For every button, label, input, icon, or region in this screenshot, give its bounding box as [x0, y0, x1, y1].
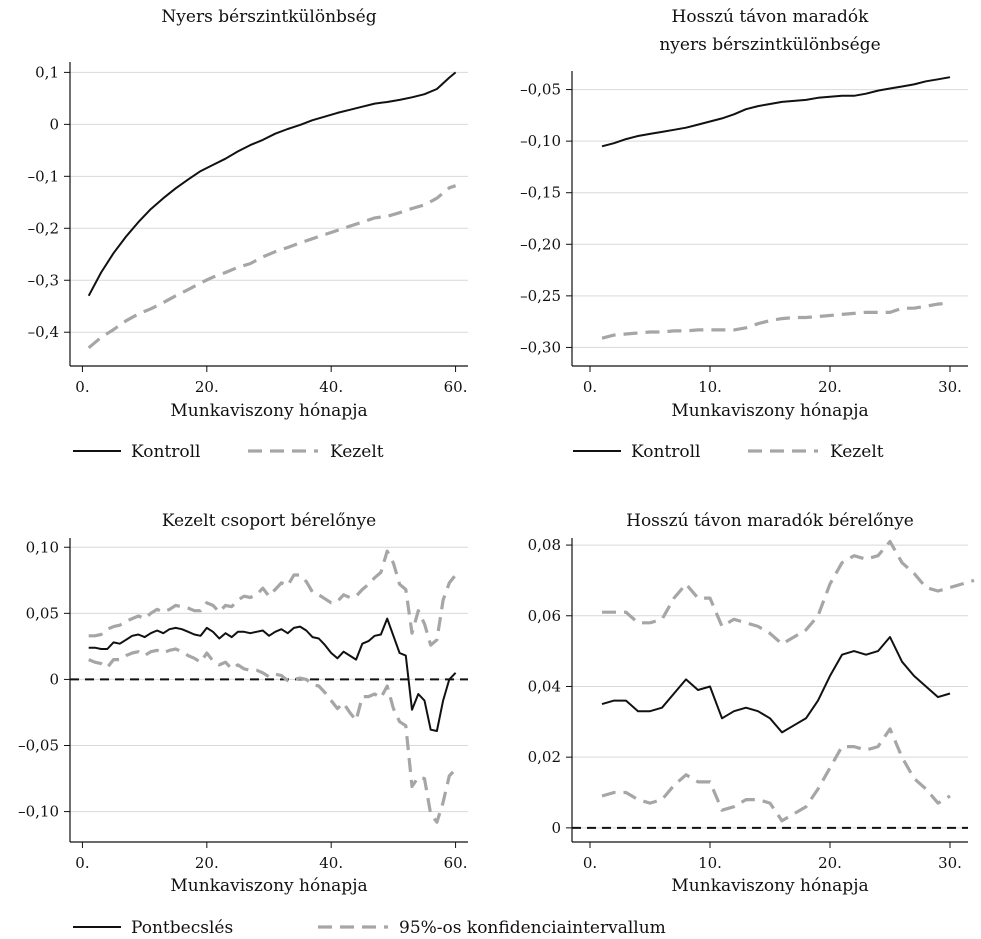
chart-treated-wage-premium: Kezelt csoport bérelőnye 0,10 0,05 0 –0,05 –0… [18, 511, 468, 896]
legend-top-right: Kontroll Kezelt [573, 442, 884, 462]
x-axis-label: Munkaviszony hónapja [170, 876, 367, 896]
chart-stayers-raw-wage-gap: Hosszú távon maradók nyers bérszintkülönb… [520, 7, 968, 421]
series-line-dashed [602, 539, 975, 646]
y-tick-label: 0,08 [528, 536, 561, 554]
series-line-dashed [88, 647, 457, 824]
series-line-solid [88, 617, 457, 732]
x-tick-label: 40. [319, 854, 343, 872]
chart-title: nyers bérszintkülönbsége [659, 35, 880, 55]
x-tick-label: 60. [444, 854, 468, 872]
x-tick-label: 0. [583, 378, 597, 396]
y-tick-label: 0,1 [35, 63, 59, 81]
y-tick-label: –0,15 [520, 184, 561, 202]
series-line-dashed [88, 549, 457, 647]
chart-raw-wage-gap: Nyers bérszintkülönbség 0,1 0 –0,1 –0,2 –0,3 –… [28, 7, 468, 421]
x-axis-label: Munkaviszony hónapja [170, 401, 367, 421]
y-tick-label: –0,25 [520, 287, 561, 305]
y-tick-label: 0 [49, 115, 59, 133]
x-tick-label: 20. [818, 378, 842, 396]
legend-ci-label: 95%-os konfidenciaintervallum [399, 918, 666, 938]
x-tick-label: 30. [938, 854, 962, 872]
series-line-dashed [87, 184, 457, 350]
y-tick-label: –0,2 [28, 219, 59, 237]
x-tick-label: 30. [938, 378, 962, 396]
y-tick-label: –0,30 [520, 338, 561, 356]
legend-treated-label: Kezelt [830, 442, 884, 462]
y-tick-label: –0,20 [520, 235, 561, 253]
chart-title: Hosszú távon maradók bérelőnye [626, 511, 914, 531]
series-line-dashed [601, 727, 951, 823]
x-tick-label: 0. [75, 378, 89, 396]
legend-bottom: Pontbecslés 95%-os konfidenciaintervallu… [73, 918, 666, 938]
y-tick-label: –0,10 [520, 132, 561, 150]
y-tick-label: 0,10 [26, 538, 59, 556]
x-tick-label: 20. [195, 854, 219, 872]
chart-title: Hosszú távon maradók [672, 7, 870, 27]
x-tick-label: 40. [319, 378, 343, 396]
y-tick-label: –0,4 [28, 323, 59, 341]
y-tick-label: –0,1 [28, 167, 59, 185]
x-tick-label: 0. [583, 854, 597, 872]
legend-control-label: Kontroll [631, 442, 701, 462]
x-tick-label: 10. [698, 854, 722, 872]
x-tick-label: 0. [75, 854, 89, 872]
chart-title: Kezelt csoport bérelőnye [162, 511, 376, 531]
x-tick-label: 60. [444, 378, 468, 396]
y-tick-label: 0,06 [528, 607, 561, 625]
series-line-solid [601, 76, 951, 148]
x-tick-label: 20. [195, 378, 219, 396]
y-tick-label: 0,05 [26, 604, 59, 622]
legend-top-left: Kontroll Kezelt [73, 442, 384, 462]
x-axis-label: Munkaviszony hónapja [671, 876, 868, 896]
y-tick-label: –0,3 [28, 271, 59, 289]
chart-stayers-wage-premium: Hosszú távon maradók bérelőnye 0,08 0,06 0,… [528, 511, 975, 896]
series-line-dashed [601, 301, 951, 340]
y-tick-label: –0,05 [18, 737, 59, 755]
y-tick-label: 0,04 [528, 677, 561, 695]
legend-point-label: Pontbecslés [131, 918, 233, 938]
x-tick-label: 10. [698, 378, 722, 396]
legend-treated-label: Kezelt [330, 442, 384, 462]
y-tick-label: –0,10 [18, 803, 59, 821]
x-axis-label: Munkaviszony hónapja [671, 401, 868, 421]
y-tick-label: 0,02 [528, 748, 561, 766]
series-line-solid [87, 71, 457, 297]
y-tick-label: 0 [551, 819, 561, 837]
y-tick-label: 0 [49, 670, 59, 688]
y-tick-label: –0,05 [520, 81, 561, 99]
series-line-solid [601, 636, 951, 734]
legend-control-label: Kontroll [131, 442, 201, 462]
x-tick-label: 20. [818, 854, 842, 872]
chart-title: Nyers bérszintkülönbség [161, 7, 376, 27]
